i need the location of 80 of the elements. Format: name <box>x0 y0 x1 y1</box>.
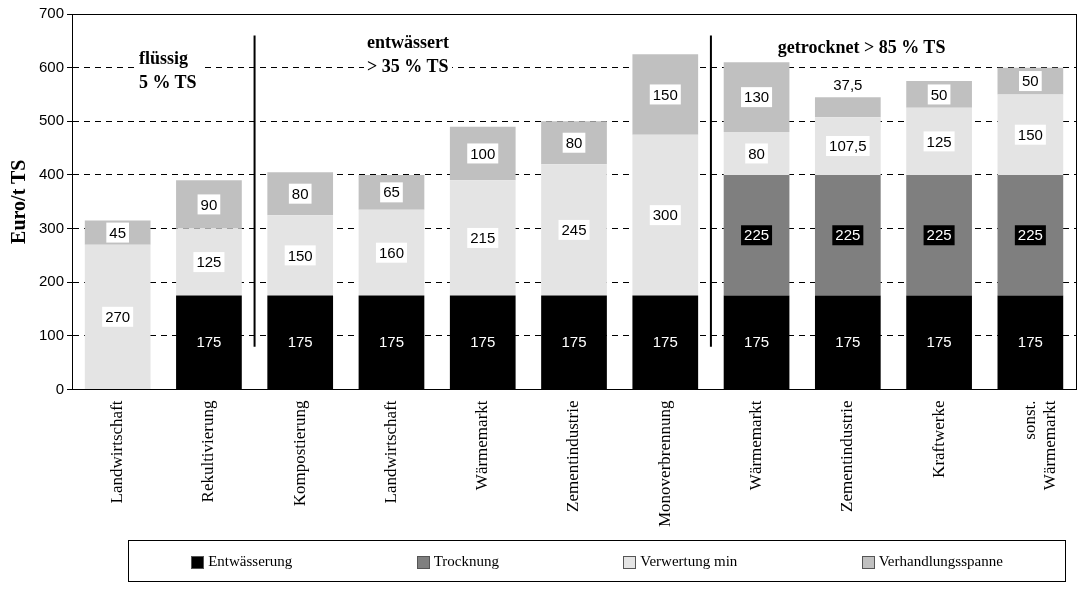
x-tick-label: Zementindustrie <box>563 400 583 512</box>
y-tick-label: 500 <box>39 111 65 129</box>
data-label: 125 <box>196 253 222 271</box>
y-tick-label: 600 <box>39 57 65 75</box>
legend-label: Verhandlungsspanne <box>877 552 1003 570</box>
legend-label: Verwertung min <box>639 552 738 570</box>
bar <box>176 228 242 296</box>
bar <box>358 209 425 296</box>
data-label: 90 <box>200 195 218 213</box>
x-tick-label: Landwirtschaft <box>107 400 127 504</box>
data-label: 100 <box>470 144 496 162</box>
legend-label: Trocknung <box>432 552 499 570</box>
data-label: 107,5 <box>829 137 867 155</box>
bar <box>906 174 972 296</box>
data-label: 175 <box>744 333 770 351</box>
data-label: 150 <box>652 85 678 103</box>
data-label: 50 <box>930 85 948 103</box>
x-tick-label: Kraftwerke <box>928 400 948 478</box>
annotation: entwässert > 35 % TS <box>364 30 453 79</box>
data-label: 150 <box>1017 125 1043 143</box>
bar <box>541 164 607 296</box>
legend-label: Entwässerung <box>207 552 293 570</box>
data-label: 80 <box>748 144 765 162</box>
data-label: 270 <box>105 307 131 325</box>
data-label: 225 <box>926 226 952 244</box>
data-label: 150 <box>287 246 313 264</box>
data-label: 225 <box>835 226 861 244</box>
data-label: 245 <box>561 221 587 239</box>
bar <box>906 107 972 175</box>
annotation: flüssig 5 % TS <box>135 46 200 95</box>
data-label: 175 <box>561 333 587 351</box>
data-label: 175 <box>378 333 404 351</box>
y-tick-label: 0 <box>55 379 65 397</box>
bar <box>997 174 1064 296</box>
annotation: getrocknet > 85 % TS <box>774 35 949 60</box>
y-tick-label: 400 <box>39 165 65 183</box>
data-label: 175 <box>652 333 678 351</box>
data-label: 50 <box>1022 72 1039 90</box>
y-tick-label: 300 <box>39 218 65 236</box>
data-label: 300 <box>652 206 678 224</box>
y-tick-label: 200 <box>39 272 65 290</box>
data-label: 225 <box>744 226 770 244</box>
x-tick-label: Wärmemarkt <box>746 400 766 491</box>
y-tick-label: 700 <box>39 4 65 22</box>
data-label: 175 <box>196 333 222 351</box>
bar <box>84 244 151 389</box>
x-tick-label: Kompostierung <box>289 399 309 507</box>
data-label: 130 <box>744 88 770 106</box>
bar <box>723 174 790 296</box>
data-label: 225 <box>1017 226 1043 244</box>
data-label: 175 <box>835 333 861 351</box>
data-label: 45 <box>109 223 127 241</box>
y-axis-title: Euro/t TS <box>7 159 30 244</box>
bar <box>814 97 881 118</box>
data-label: 37,5 <box>833 76 863 94</box>
bar <box>997 94 1064 175</box>
x-tick-label: Monoverbrennung <box>654 399 674 527</box>
data-label: 175 <box>470 333 496 351</box>
data-label: 80 <box>565 133 583 151</box>
data-label: 160 <box>378 243 404 261</box>
bar <box>814 174 881 296</box>
x-tick-label: Zementindustrie <box>837 400 857 512</box>
bar <box>449 180 516 296</box>
x-tick-label: Landwirtschaft <box>380 400 400 504</box>
bar <box>632 134 699 296</box>
x-tick-label: Rekultivierung <box>198 399 218 503</box>
data-label: 80 <box>291 184 309 202</box>
x-tick-label: Wärmemarkt <box>472 400 492 491</box>
y-tick-label: 100 <box>39 325 65 343</box>
data-label: 65 <box>383 183 400 201</box>
bar <box>632 54 699 135</box>
bar <box>723 62 790 133</box>
x-tick-label: sonst. Wärmemarkt <box>1019 400 1060 491</box>
data-label: 175 <box>926 333 952 351</box>
data-label: 125 <box>926 132 952 150</box>
data-label: 215 <box>470 229 496 247</box>
data-label: 175 <box>287 333 313 351</box>
data-label: 175 <box>1017 333 1043 351</box>
bar <box>176 180 242 229</box>
bar <box>267 215 334 296</box>
